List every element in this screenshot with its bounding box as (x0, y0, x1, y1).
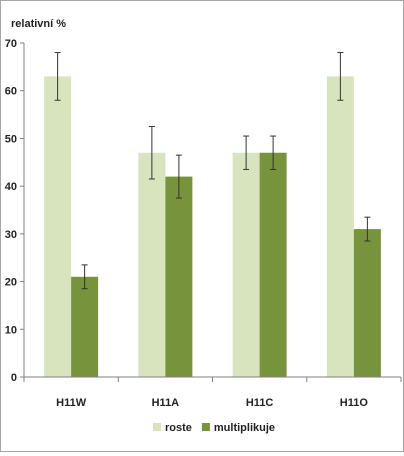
y-tick-label: 10 (5, 324, 17, 336)
legend: roste multiplikuje (153, 422, 275, 434)
legend-swatch-multiplikuje (201, 423, 210, 431)
bar-multiplikuje-H11O (353, 229, 381, 377)
bar-roste-H11W (44, 76, 72, 378)
y-tick-label: 30 (5, 229, 17, 241)
x-tick-label-H11C: H11C (246, 397, 274, 409)
bar-multiplikuje-H11W (71, 276, 99, 377)
y-tick-label: 0 (11, 372, 17, 384)
bars (44, 76, 381, 378)
axes (23, 43, 402, 382)
x-tick-label-H11A: H11A (152, 397, 180, 409)
y-tick-label: 60 (5, 86, 17, 98)
legend-swatch-roste (153, 423, 161, 431)
bar-multiplikuje-H11A (165, 176, 193, 377)
error-bars (54, 52, 371, 290)
y-axis-label: relativní % (11, 18, 66, 30)
legend-label-multiplikuje: multiplikuje (214, 422, 275, 434)
bar-multiplikuje-H11C (259, 152, 287, 377)
y-tick-label: 70 (5, 38, 17, 50)
y-tick-label: 40 (5, 181, 17, 193)
y-tick-label: 50 (5, 133, 17, 145)
legend-label-roste: roste (165, 422, 192, 434)
y-tick-label: 20 (5, 277, 17, 289)
bar-roste-H11A (138, 152, 166, 377)
x-tick-label-H11O: H11O (340, 397, 369, 409)
y-axis-ticks: 0 10 20 30 40 50 60 70 (5, 38, 24, 384)
bar-roste-H11C (232, 152, 260, 377)
x-tick-label-H11W: H11W (56, 397, 87, 409)
x-axis-categories: H11W H11A H11C H11O (56, 397, 368, 409)
bar-roste-H11O (326, 76, 354, 378)
